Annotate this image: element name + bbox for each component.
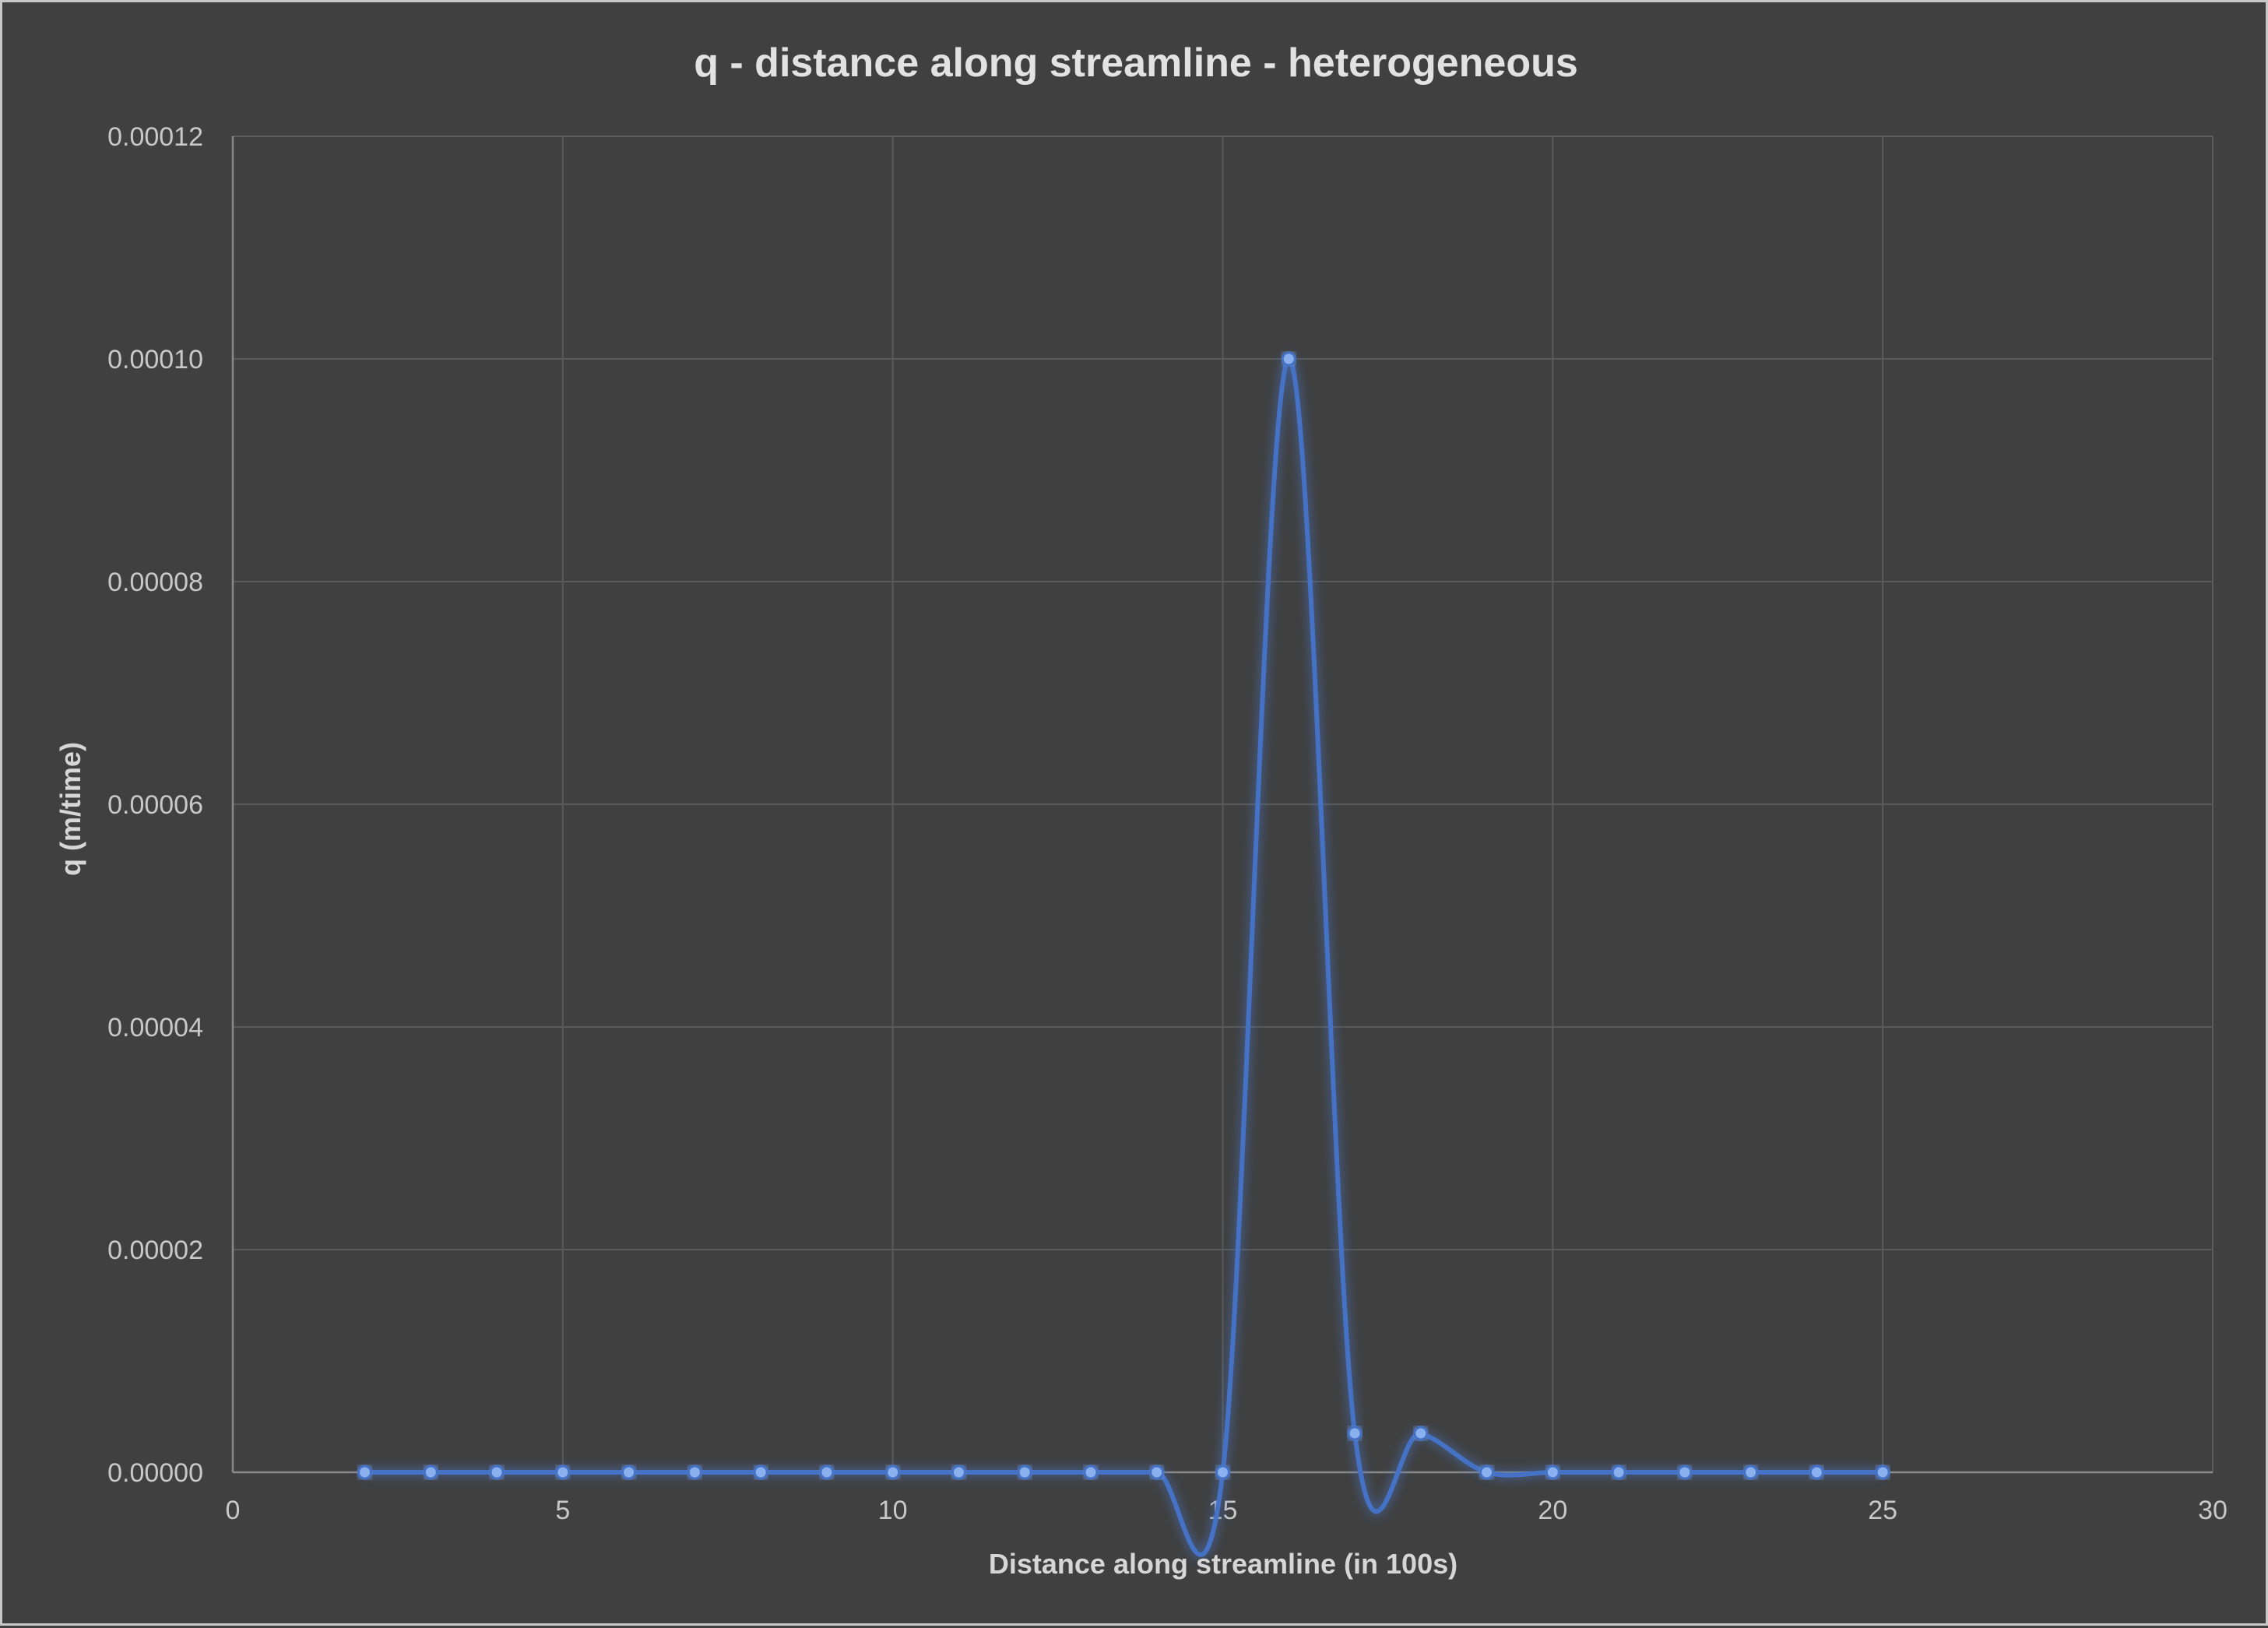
data-point: [1215, 1464, 1230, 1480]
data-point: [1875, 1464, 1890, 1480]
data-point: [489, 1464, 505, 1480]
x-tick-label: 30: [2198, 1496, 2228, 1525]
y-tick-label: 0.00002: [107, 1236, 203, 1265]
data-point: [1743, 1464, 1759, 1480]
data-point: [1083, 1464, 1099, 1480]
data-point: [687, 1464, 702, 1480]
data-point: [885, 1464, 901, 1480]
data-point: [753, 1464, 768, 1480]
x-axis-ticks: 0 5 10 15 20 25 30: [226, 1496, 2228, 1525]
data-point: [1545, 1464, 1560, 1480]
x-axis-label: Distance along streamline (in 100s): [989, 1548, 1457, 1580]
data-point: [1017, 1464, 1032, 1480]
data-point: [951, 1464, 966, 1480]
data-point: [1149, 1464, 1165, 1480]
x-tick-label: 5: [555, 1496, 570, 1525]
data-point: [1677, 1464, 1693, 1480]
gridlines: [233, 135, 2213, 1472]
x-tick-label: 25: [1868, 1496, 1897, 1525]
data-point: [1809, 1464, 1824, 1480]
y-tick-label: 0.00000: [107, 1458, 203, 1488]
chart-title: q - distance along streamline - heteroge…: [694, 40, 1578, 86]
x-tick-label: 20: [1538, 1496, 1567, 1525]
x-tick-label: 15: [1208, 1496, 1238, 1525]
series-q: [357, 351, 1890, 1557]
x-tick-label: 10: [878, 1496, 908, 1525]
data-point: [621, 1464, 637, 1480]
data-point: [555, 1464, 571, 1480]
data-point: [1611, 1464, 1626, 1480]
y-axis-label: q (m/time): [55, 742, 86, 876]
data-point: [1347, 1426, 1363, 1441]
series-line: [362, 356, 1886, 1557]
data-point: [423, 1464, 438, 1480]
data-point: [819, 1464, 835, 1480]
y-tick-label: 0.00010: [107, 345, 203, 374]
y-tick-label: 0.00008: [107, 568, 203, 597]
y-tick-label: 0.00012: [107, 122, 203, 152]
data-point: [1281, 351, 1296, 367]
data-point: [357, 1464, 373, 1480]
y-tick-label: 0.00004: [107, 1013, 203, 1043]
data-point: [1479, 1464, 1495, 1480]
y-axis-ticks: 0.00000 0.00002 0.00004 0.00006 0.00008 0.000…: [107, 122, 203, 1488]
y-tick-label: 0.00006: [107, 790, 203, 820]
x-tick-label: 0: [226, 1496, 241, 1525]
data-point: [1413, 1426, 1429, 1441]
